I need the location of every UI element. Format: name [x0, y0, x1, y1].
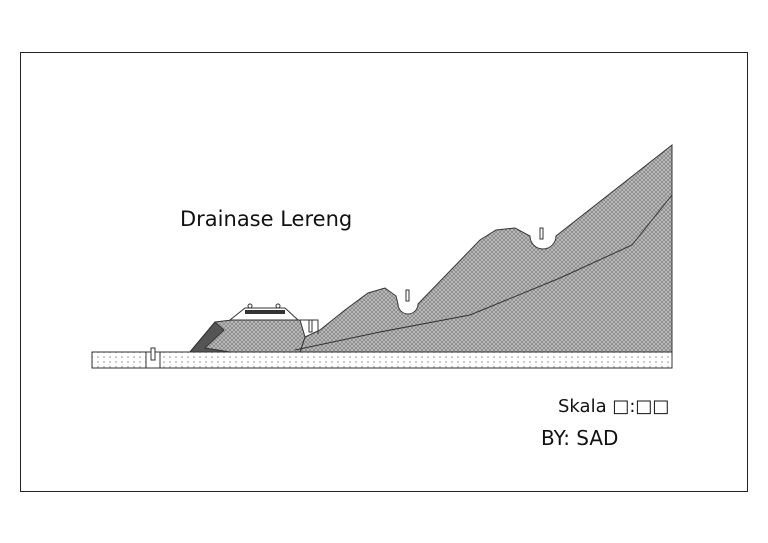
drain-pipe	[308, 319, 313, 333]
slope	[299, 143, 673, 353]
rail-head	[275, 303, 281, 309]
slip-line	[294, 194, 673, 351]
drain-pipe	[405, 289, 410, 302]
title: Drainase Lereng	[180, 207, 352, 231]
frame	[20, 52, 748, 492]
retaining-wall	[188, 321, 231, 353]
drain-pipe	[150, 347, 156, 361]
drain-pipe	[539, 227, 544, 240]
scale-label: Skala □:□□	[558, 396, 669, 417]
track-bed	[229, 307, 299, 321]
rail	[245, 310, 285, 314]
ditch	[298, 319, 319, 334]
author-label: BY: SAD	[541, 426, 618, 450]
rail-head	[247, 303, 253, 309]
ground-strip	[91, 351, 673, 369]
